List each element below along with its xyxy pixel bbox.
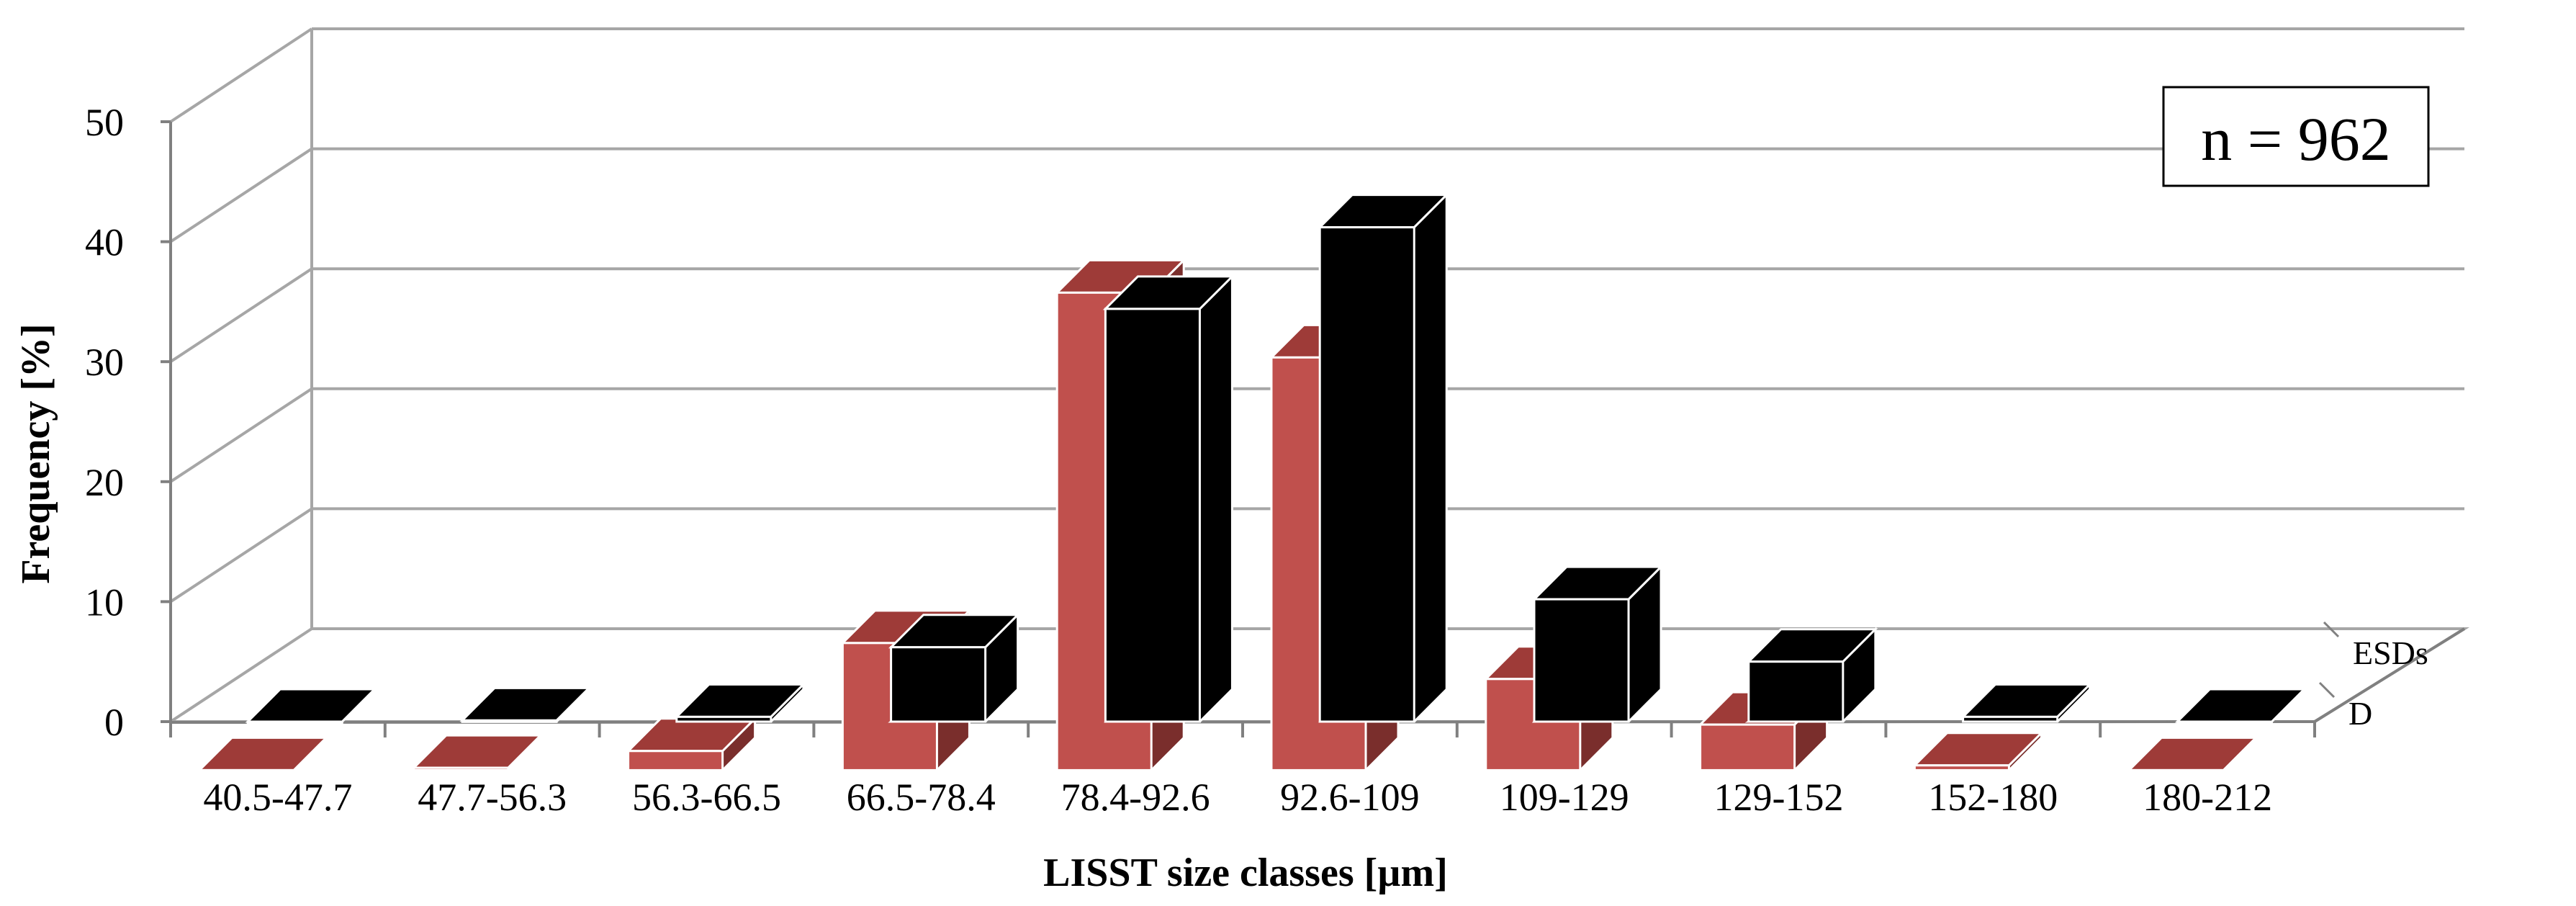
- bar-top: [2174, 688, 2307, 723]
- bar-top: [1960, 683, 2093, 718]
- bar-front: [2127, 768, 2225, 773]
- y-tick-label: 30: [85, 341, 124, 384]
- bar-front: [1533, 598, 1630, 723]
- gridline-diagonal: [169, 27, 313, 123]
- bar-front: [1104, 308, 1201, 723]
- bar-esds: [411, 732, 544, 771]
- x-tick-label: 92.6-109: [1280, 776, 1419, 819]
- y-axis-title: Frequency [%]: [14, 323, 58, 583]
- annotation-text: n = 962: [2201, 104, 2391, 174]
- annotation-frame: [2162, 86, 2430, 187]
- y-tick-label: 0: [104, 701, 124, 744]
- bar-front: [461, 719, 558, 723]
- depth-label-esds: ESDs: [2353, 634, 2428, 671]
- x-tick-label: 56.3-66.5: [632, 776, 781, 819]
- annotation-box: n = 962: [2162, 86, 2430, 187]
- bar-esds: [625, 716, 758, 771]
- bar-front: [413, 766, 510, 771]
- gridline-diagonal: [169, 147, 313, 243]
- bar-d: [245, 688, 377, 725]
- bar-d: [2174, 688, 2307, 725]
- x-tick-label: 66.5-78.4: [847, 776, 996, 819]
- bar-d: [1531, 564, 1664, 723]
- bar-d: [1317, 192, 1449, 723]
- bar-front: [246, 720, 343, 725]
- depth-label-d: D: [2348, 695, 2372, 732]
- bar-front: [1318, 226, 1415, 723]
- y-tick-label: 20: [85, 461, 124, 504]
- bar-d: [1960, 681, 2093, 723]
- bar-esds: [197, 736, 329, 773]
- bar-top: [459, 686, 592, 722]
- bar-top: [1911, 732, 2045, 767]
- bar-front: [198, 768, 295, 773]
- gridline-diagonal: [169, 267, 313, 363]
- bar-d: [459, 685, 592, 723]
- bar-front: [675, 715, 773, 723]
- bar-d: [674, 681, 806, 723]
- x-tick-label: 78.4-92.6: [1061, 776, 1210, 819]
- x-tick-label: 180-212: [2143, 776, 2272, 819]
- bar-top: [245, 688, 377, 723]
- gridline-diagonal: [169, 507, 313, 604]
- y-tick-label: 50: [85, 101, 124, 144]
- x-tick-label: 129-152: [1714, 776, 1844, 819]
- bar-top: [197, 736, 329, 771]
- labels: LISST size classes [µm] Frequency [%] 0 1…: [14, 101, 2428, 895]
- gridline-diagonal: [169, 387, 313, 483]
- bar-top: [674, 683, 806, 718]
- bar-top: [2126, 736, 2258, 771]
- bar-top: [411, 734, 544, 769]
- x-tick-label: 109-129: [1500, 776, 1629, 819]
- bars: [197, 192, 2307, 773]
- x-tick-label: 40.5-47.7: [203, 776, 352, 819]
- bar-esds: [1911, 730, 2045, 771]
- x-tick-label: 152-180: [1928, 776, 2058, 819]
- bar-front: [1913, 764, 2010, 771]
- bar-front: [1747, 660, 1845, 723]
- bar-d: [888, 612, 1021, 723]
- bar-front: [2176, 720, 2273, 725]
- depth-tick-mark: [2318, 681, 2336, 699]
- depth-tick-mark: [2323, 621, 2340, 638]
- x-tick-label: 47.7-56.3: [418, 776, 567, 819]
- bar-esds: [2126, 736, 2258, 773]
- bar-front: [1962, 715, 2059, 723]
- bar-d: [1102, 274, 1235, 723]
- y-tick-label: 40: [85, 221, 124, 264]
- bar-d: [1744, 627, 1878, 723]
- bar-front: [890, 646, 987, 723]
- bar-front: [627, 750, 724, 771]
- x-axis-title: LISST size classes [µm]: [1043, 851, 1448, 895]
- bar-front: [1699, 723, 1796, 771]
- depth-axis-line: [2313, 627, 2466, 723]
- y-tick-label: 10: [85, 580, 124, 624]
